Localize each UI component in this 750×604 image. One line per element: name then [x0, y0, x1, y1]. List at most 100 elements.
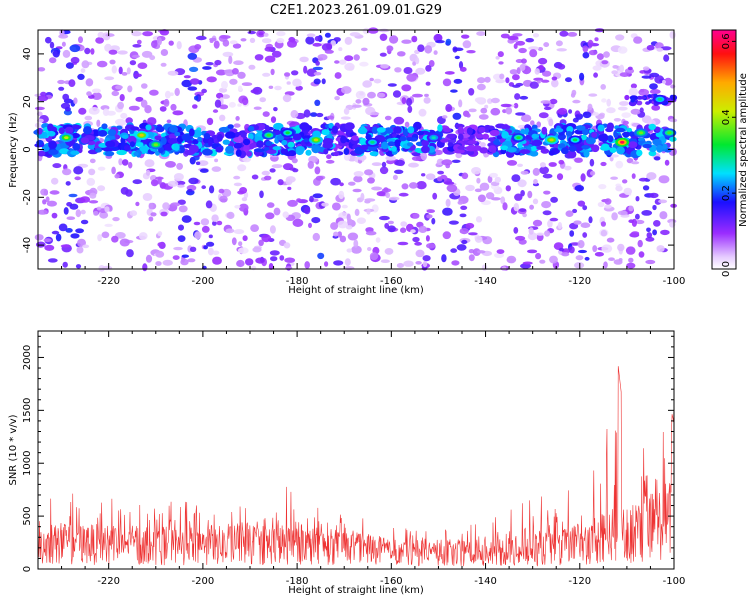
spectrogram-cell — [178, 224, 184, 231]
spectrogram-cell — [441, 115, 448, 119]
spectrogram-cell — [287, 39, 297, 48]
spectrogram-cell — [364, 169, 374, 176]
spectrogram-cell — [528, 46, 539, 51]
spectrogram-cell — [588, 49, 598, 56]
spectrogram-cell — [104, 206, 110, 213]
spectrogram-cell — [88, 107, 100, 115]
spectrogram-cell — [241, 97, 249, 106]
spectrogram-cell — [219, 104, 229, 110]
spectrogram-cell — [330, 222, 339, 230]
spectrogram-cell — [63, 109, 72, 116]
spectrogram-cell — [353, 175, 363, 183]
spectrogram-band-cell — [203, 132, 211, 140]
spectrogram-cell — [455, 152, 463, 159]
spectrogram-feature-cell — [637, 96, 647, 100]
spectrogram-cell — [218, 188, 225, 194]
spectrogram-cell — [415, 57, 420, 65]
spectrogram-cell — [68, 79, 76, 87]
spectrogram-cell — [477, 77, 486, 84]
colorbar: 0.0 0.2 0.4 0.6 Normalized spectral amplitu… — [711, 29, 749, 277]
spectrogram-cell — [477, 194, 486, 203]
spectrogram-cell — [181, 215, 192, 223]
spectrogram-cell — [324, 261, 329, 267]
spectrogram-x-label: Height of straight line (km) — [288, 285, 424, 296]
spectrogram-cell — [309, 112, 318, 117]
spectrogram-cell — [212, 256, 222, 265]
spectrogram-cell — [401, 39, 412, 44]
spectrogram-cell — [456, 244, 467, 251]
spectrogram-cell — [511, 174, 521, 183]
spectrogram-cell — [229, 40, 238, 45]
spectrogram-cell — [132, 179, 143, 185]
spectrogram-band-cell — [154, 135, 162, 141]
spectrogram-cell — [656, 47, 664, 52]
spectrogram-cell — [662, 79, 666, 85]
spectrogram-cell — [367, 247, 372, 251]
spectrogram-cell — [396, 263, 404, 268]
spectrogram-band-cell — [105, 140, 116, 148]
spectrogram-cell — [592, 245, 598, 253]
spectrogram-cell — [269, 225, 276, 234]
spectrogram-cell — [262, 111, 270, 117]
spectrogram-band-cell — [281, 139, 288, 146]
spectrogram-cell — [84, 47, 91, 55]
spectrogram-cell — [611, 70, 618, 75]
spectrogram-cell — [326, 115, 335, 120]
spectrogram-cell — [222, 39, 230, 47]
spectrogram-band-cell — [479, 147, 489, 154]
spectrogram-cell — [626, 262, 636, 269]
spectrogram-band-cell — [648, 150, 657, 157]
spectrogram-cell — [472, 248, 481, 256]
spectrogram-cell — [514, 93, 521, 100]
spectrogram-band-cell — [585, 137, 596, 145]
spectrogram-cell — [309, 195, 314, 203]
spectrogram-cell — [69, 203, 79, 210]
spectrogram-cell — [442, 207, 453, 216]
spectrogram-cell — [166, 119, 172, 124]
spectrogram-cell — [211, 214, 219, 222]
spectrogram-cell — [61, 168, 72, 176]
spectrogram-cell — [549, 98, 558, 105]
spectrogram-cell — [212, 109, 219, 113]
spectrogram-cell — [458, 61, 464, 69]
spectrogram-cell — [500, 103, 512, 108]
spectrogram-band-cell — [235, 149, 242, 157]
spectrogram-y-tick-label: 20 — [22, 95, 33, 108]
spectrogram-peak-core — [285, 131, 290, 135]
spectrogram-cell — [349, 32, 361, 37]
spectrogram-peak-core — [667, 131, 672, 135]
spectrogram-cell — [315, 60, 320, 66]
spectrogram-band-cell — [41, 144, 50, 152]
spectrogram-cell — [155, 261, 162, 266]
spectrogram-cell — [518, 47, 527, 54]
spectrogram-cell — [359, 61, 369, 67]
spectrogram-cell — [194, 44, 202, 50]
spectrogram-cell — [617, 46, 628, 54]
spectrogram-cell — [118, 66, 123, 75]
spectrogram-band-cell — [622, 131, 630, 138]
spectrogram-cell — [162, 259, 173, 266]
spectrogram-cell — [286, 81, 291, 85]
spectrogram-band-cell — [629, 131, 635, 137]
spectrogram-cell — [97, 166, 106, 171]
spectrogram-band-cell — [240, 132, 247, 138]
spectrogram-cell — [119, 238, 130, 247]
spectrogram-cell — [582, 45, 589, 53]
spectrogram-cell — [519, 64, 526, 71]
spectrogram-band-cell — [343, 148, 350, 155]
spectrogram-cell — [163, 98, 170, 107]
spectrogram-cell — [168, 40, 174, 46]
spectrogram-band-cell — [487, 137, 495, 142]
spectrogram-band-cell — [381, 141, 389, 150]
spectrogram-band-cell — [489, 129, 500, 137]
spectrogram-cell — [550, 196, 558, 203]
colorbar-gradient — [712, 30, 736, 269]
spectrogram-cell — [202, 66, 212, 70]
spectrogram-cell — [40, 91, 47, 97]
spectrogram-cell — [148, 216, 154, 222]
spectrogram-band-cell — [652, 138, 662, 146]
spectrogram-cell — [229, 78, 238, 85]
spectrogram-cell — [539, 259, 546, 264]
spectrogram-band-cell — [37, 150, 46, 157]
